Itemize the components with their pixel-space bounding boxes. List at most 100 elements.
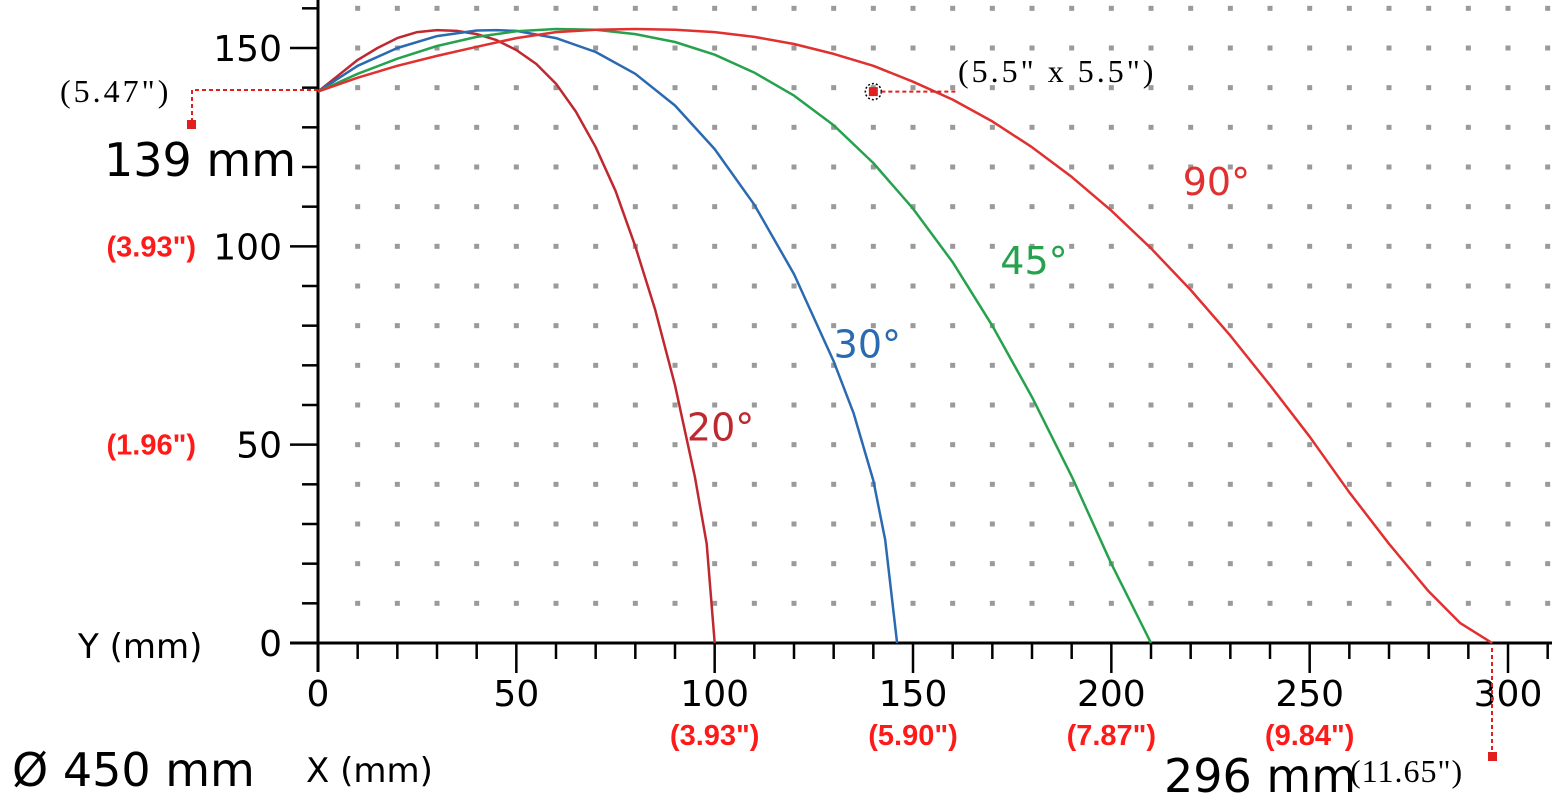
grid-dot (1307, 323, 1313, 329)
grid-dot (910, 164, 916, 170)
grid-dot (950, 204, 956, 210)
grid-dot (1386, 5, 1392, 11)
grid-dot (1386, 124, 1392, 130)
grid-dot (1108, 85, 1114, 91)
grid-dot (1029, 481, 1035, 487)
grid-dot (870, 164, 876, 170)
grid-dot (1426, 362, 1432, 368)
series-line-3 (317, 27, 1153, 644)
grid-dot (1267, 521, 1273, 527)
grid-dot (593, 85, 599, 91)
grid-dot (751, 442, 757, 448)
grid-dot (989, 521, 995, 527)
grid-dot (950, 85, 956, 91)
grid-dot (632, 561, 638, 567)
grid-dot (434, 204, 440, 210)
grid-dot (791, 481, 797, 487)
grid-dot (751, 323, 757, 329)
grid-dot (712, 561, 718, 567)
series-lines (317, 27, 1493, 645)
grid-dot (1188, 5, 1194, 11)
grid-dot (1307, 283, 1313, 289)
grid-dot (1267, 124, 1273, 130)
grid-dot (1069, 164, 1075, 170)
grid-dot (1188, 85, 1194, 91)
grid-dot (1029, 5, 1035, 11)
grid-dots (355, 5, 1551, 606)
grid-dot (672, 283, 678, 289)
grid-dot (831, 85, 837, 91)
grid-dot (1227, 283, 1233, 289)
grid-dot (672, 561, 678, 567)
grid-dot (910, 5, 916, 11)
grid-dot (1426, 85, 1432, 91)
grid-dot (791, 85, 797, 91)
grid-dot (1386, 362, 1392, 368)
grid-dot (1227, 600, 1233, 606)
grid-dot (989, 362, 995, 368)
grid-dot (553, 481, 559, 487)
grid-dot (1426, 5, 1432, 11)
grid-dot (1069, 5, 1075, 11)
grid-dot (1346, 204, 1352, 210)
labels: 0 50 100 150 200 250 300 0 50 100 150 Y (mm) X (mm) 2… (12, 29, 1542, 803)
series-line-2 (317, 28, 899, 644)
grid-dot (1029, 45, 1035, 51)
grid-dot (355, 243, 361, 249)
grid-dot (950, 5, 956, 11)
grid-dot (910, 283, 916, 289)
x-tick-label: 250 (1275, 674, 1344, 715)
grid-dot (791, 362, 797, 368)
grid-dot (593, 481, 599, 487)
grid-dot (1505, 402, 1511, 408)
grid-dot (989, 164, 995, 170)
grid-dot (1227, 243, 1233, 249)
grid-dot (1346, 442, 1352, 448)
grid-dot (1545, 600, 1551, 606)
point-label: (5.5" x 5.5") (958, 53, 1156, 89)
grid-dot (355, 204, 361, 210)
grid-dot (1545, 481, 1551, 487)
grid-dot (434, 45, 440, 51)
grid-dot (513, 442, 519, 448)
grid-dot (434, 323, 440, 329)
grid-dot (632, 323, 638, 329)
grid-dot (712, 5, 718, 11)
series-line-1 (317, 28, 716, 644)
grid-dot (870, 5, 876, 11)
grid-dot (593, 164, 599, 170)
grid-dot (513, 204, 519, 210)
grid-dot (1545, 85, 1551, 91)
grid-dot (1267, 362, 1273, 368)
grid-dot (1307, 124, 1313, 130)
grid-dot (355, 164, 361, 170)
grid-dot (355, 481, 361, 487)
grid-dot (593, 283, 599, 289)
grid-dot (1108, 204, 1114, 210)
grid-dot (950, 600, 956, 606)
y-tick-label: 0 (259, 624, 282, 665)
grid-dot (1148, 164, 1154, 170)
grid-dot (1545, 45, 1551, 51)
grid-dot (910, 323, 916, 329)
grid-dot (355, 561, 361, 567)
x-tick-label: 300 (1474, 674, 1543, 715)
grid-dot (1386, 481, 1392, 487)
y-inch-label: (1.96") (106, 430, 196, 462)
grid-dot (672, 85, 678, 91)
grid-dot (553, 521, 559, 527)
grid-dot (1545, 164, 1551, 170)
grid-dot (989, 45, 995, 51)
grid-dot (1307, 362, 1313, 368)
grid-dot (1227, 45, 1233, 51)
grid-dot (950, 243, 956, 249)
grid-dot (632, 283, 638, 289)
grid-dot (672, 164, 678, 170)
grid-dot (672, 600, 678, 606)
grid-dot (434, 600, 440, 606)
grid-dot (553, 402, 559, 408)
x-tick-label: 100 (680, 674, 749, 715)
grid-dot (1465, 362, 1471, 368)
grid-dot (910, 521, 916, 527)
grid-dot (1188, 442, 1194, 448)
